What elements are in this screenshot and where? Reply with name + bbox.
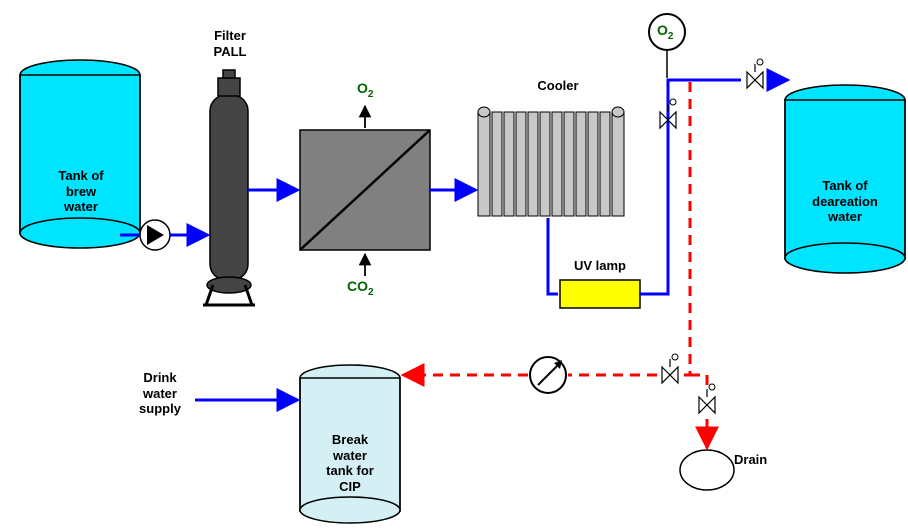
uv-lamp (560, 280, 640, 308)
filter-pall (203, 70, 255, 305)
label-co2-in: CO2 (347, 278, 374, 298)
valve-top (660, 99, 676, 128)
valve-drain (699, 384, 715, 413)
label-cooler: Cooler (518, 78, 598, 94)
label-tank-deaeration: Tank ofdeareationwater (795, 178, 895, 225)
label-drink-water: Drinkwatersupply (130, 370, 190, 417)
pump (140, 220, 170, 250)
label-drain: Drain (734, 452, 784, 468)
arrow-cooler-to-uv (548, 218, 558, 294)
label-o2-out: O2 (357, 80, 373, 100)
membrane-box (300, 130, 430, 250)
cooler (478, 107, 624, 216)
label-tank-brew: Tank ofbrewwater (36, 168, 126, 215)
flow-sensor (530, 357, 566, 393)
arrow-uv-to-top (640, 80, 741, 294)
tank-brew-water (20, 60, 140, 248)
label-tank-break: Breakwatertank forCIP (310, 432, 390, 494)
drain (680, 450, 734, 490)
red-branch-to-drain (690, 375, 707, 391)
valve-red-mid (662, 354, 678, 383)
label-o2-sensor: O2 (657, 22, 673, 42)
label-uv-lamp: UV lamp (563, 258, 637, 274)
label-filter: FilterPALL (185, 28, 275, 59)
valve-right-top (747, 59, 763, 88)
red-main-dash (683, 82, 690, 375)
